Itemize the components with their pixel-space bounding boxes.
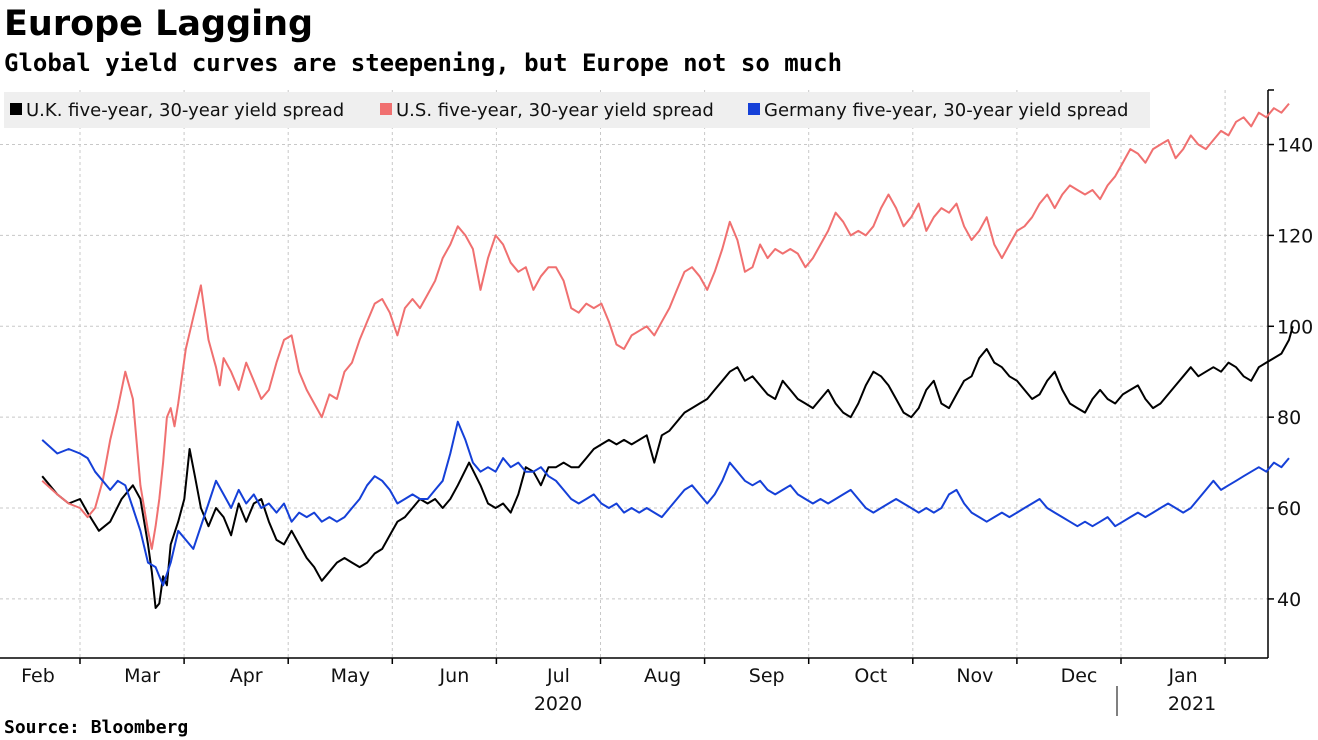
legend-label: U.S. five-year, 30-year yield spread [396,100,714,121]
chart-title: Europe Lagging [4,4,314,44]
legend-swatch [380,103,392,115]
legend-swatch [10,103,22,115]
x-tick-label: Oct [854,665,887,687]
y-tick-label: 140 [1277,135,1313,157]
chart-subtitle: Global yield curves are steepening, but … [4,49,843,77]
y-tick-label: 40 [1277,589,1301,611]
y-tick-label: 120 [1277,225,1313,247]
x-tick-label: Feb [21,665,55,687]
legend-swatch [748,103,760,115]
x-tick-label: Jul [546,665,570,687]
legend-label: U.K. five-year, 30-year yield spread [26,100,344,121]
x-year-label: 2020 [534,693,582,715]
x-tick-label: May [331,665,370,687]
x-tick-label: Dec [1061,665,1098,687]
series-line-1 [41,102,1290,550]
x-tick-label: Mar [124,665,160,687]
x-year-label: 2021 [1168,693,1216,715]
y-tick-label: 100 [1277,316,1313,338]
x-tick-label: Jun [439,665,470,687]
y-tick-label: 60 [1277,498,1301,520]
x-tick-label: Nov [956,665,993,687]
x-tick-label: Apr [230,665,263,687]
y-tick-label: 80 [1277,407,1301,429]
legend-label: Germany five-year, 30-year yield spread [764,100,1128,121]
legend-background [4,92,1150,128]
x-tick-label: Sep [749,665,785,687]
source-note: Source: Bloomberg [4,717,189,738]
x-tick-label: Aug [644,665,681,687]
x-tick-label: Jan [1167,665,1197,687]
series-line-2 [41,420,1290,587]
series-line-0 [41,326,1294,609]
